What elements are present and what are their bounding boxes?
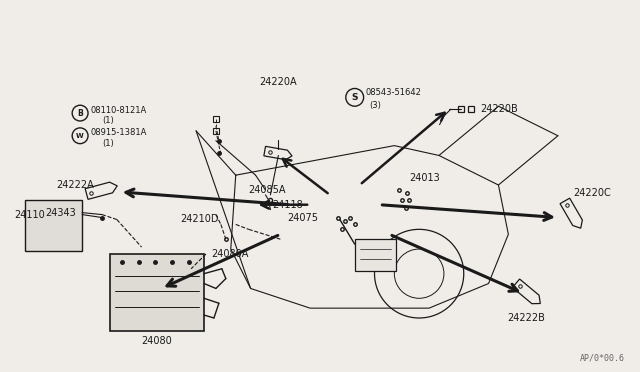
Text: 24222A: 24222A [56,180,94,190]
Text: 24013: 24013 [409,173,440,183]
Text: (1): (1) [102,139,114,148]
Bar [24,200,82,251]
Text: 24222B: 24222B [508,313,545,323]
Text: 08110-8121A: 08110-8121A [90,106,147,115]
Text: (3): (3) [369,101,381,110]
FancyBboxPatch shape [110,254,204,331]
Text: 24080A: 24080A [211,249,248,259]
Text: 24210D: 24210D [180,215,219,224]
Text: 24220C: 24220C [573,188,611,198]
Text: (1): (1) [102,116,114,125]
Text: 24118: 24118 [273,200,303,210]
Text: 24220A: 24220A [260,77,297,87]
Text: S: S [351,93,358,102]
Text: 24085A: 24085A [248,185,286,195]
Bar [355,239,396,271]
Text: B: B [77,109,83,118]
Text: 24075: 24075 [287,212,318,222]
Text: 08915-1381A: 08915-1381A [90,128,147,137]
Text: 24343: 24343 [45,208,76,218]
Text: W: W [76,133,84,139]
Text: 24080: 24080 [141,336,172,346]
Text: 24220B: 24220B [481,104,518,114]
Text: 08543-51642: 08543-51642 [365,88,422,97]
Text: 24110: 24110 [15,209,45,219]
Text: AP/0*00.6: AP/0*00.6 [580,353,625,362]
